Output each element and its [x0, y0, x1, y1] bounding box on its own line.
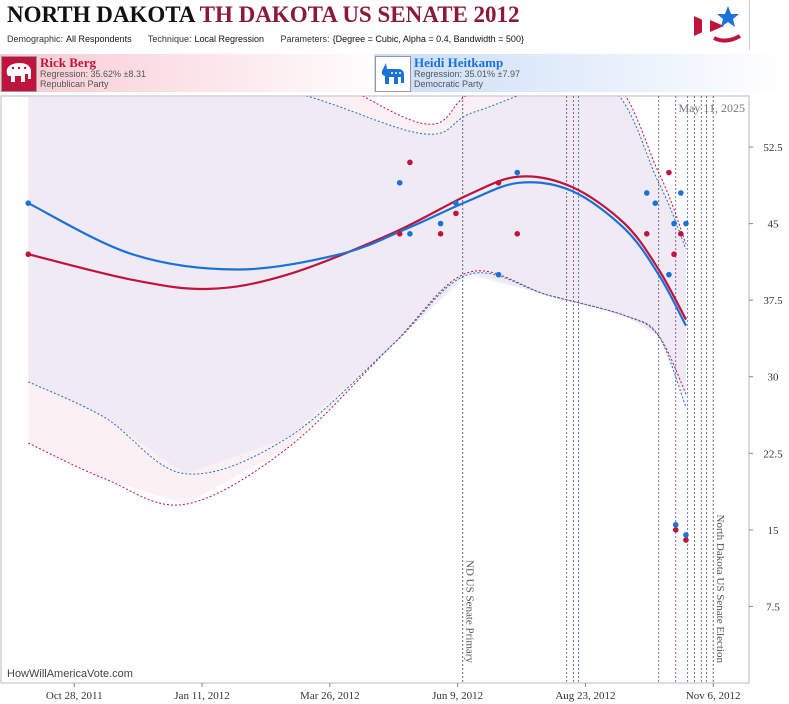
poll-point — [514, 169, 521, 176]
poll-point — [453, 210, 459, 217]
poll-point — [671, 251, 677, 258]
poll-point — [396, 231, 403, 237]
poll-point — [495, 271, 502, 278]
event-label: North Dakota US Senate Election — [714, 515, 726, 664]
plot-area — [0, 95, 750, 684]
page-title: NORTH DAKOTA TH DAKOTA US SENATE 2012 — [7, 2, 520, 28]
candidate-party: Democratic Party — [414, 79, 484, 89]
poll-point — [678, 190, 684, 196]
poll-point — [407, 159, 413, 166]
poll-point — [652, 200, 659, 206]
poll-point — [683, 537, 689, 543]
chart-date-label: May 11, 2025 — [678, 101, 745, 115]
poll-point — [396, 179, 403, 186]
poll-point — [683, 532, 689, 538]
y-tick-label: 15 — [768, 525, 780, 537]
poll-point — [25, 251, 32, 258]
poll-point — [666, 169, 672, 176]
candidate-regression: Regression: 35.01% ±7.97 — [414, 69, 521, 79]
demographic-value: All Respondents — [66, 34, 132, 44]
poll-point — [672, 527, 679, 533]
poll-point — [437, 231, 444, 237]
y-tick-label: 22.5 — [763, 448, 783, 460]
y-tick-label: 52.5 — [763, 142, 783, 154]
state-name: NORTH DAKOTA — [7, 2, 195, 27]
poll-point — [678, 231, 684, 237]
confidence-band-berg — [28, 96, 688, 505]
poll-point — [514, 231, 521, 237]
poll-trend-chart: ND US Senate Primary North Dakota US Sena… — [0, 95, 783, 702]
site-credit: HowWillAmericaVote.com — [7, 668, 133, 680]
poll-point — [643, 231, 650, 237]
technique-value: Local Regression — [194, 34, 265, 44]
x-tick-label: Oct 28, 2011 — [46, 690, 103, 702]
poll-point — [672, 521, 679, 528]
democratic-donkey-icon — [375, 56, 411, 92]
poll-point — [453, 200, 459, 206]
candidate-name: Rick Berg — [40, 55, 96, 70]
x-tick-label: Aug 23, 2012 — [555, 690, 615, 702]
y-tick-label: 37.5 — [763, 295, 783, 307]
candidate-regression: Regression: 35.62% ±8.31 — [40, 69, 147, 79]
poll-point — [437, 220, 444, 227]
trend-line — [27, 181, 687, 327]
event-label: ND US Senate Primary — [464, 560, 476, 663]
site-logo-icon — [694, 6, 741, 43]
candidate-name: Heidi Heitkamp — [414, 55, 504, 70]
header: NORTH DAKOTA TH DAKOTA US SENATE 2012 De… — [0, 0, 750, 50]
candidate-party: Republican Party — [40, 79, 109, 89]
poll-point — [643, 190, 650, 196]
parameters-line: Demographic: All Respondents Technique: Lo… — [7, 34, 538, 44]
parameters-label: Parameters: — [280, 34, 330, 44]
confidence-band-heitkamp — [28, 96, 688, 474]
poll-point — [666, 271, 672, 278]
ci-lower-line — [28, 272, 687, 475]
poll-point — [671, 220, 677, 227]
parameters-value: {Degree = Cubic, Alpha = 0.4, Bandwidth … — [332, 34, 524, 44]
y-tick-label: 7.5 — [766, 601, 780, 613]
y-tick-label: 45 — [768, 219, 780, 231]
x-tick-label: Nov 6, 2012 — [686, 690, 741, 702]
poll-point — [495, 179, 502, 186]
republican-elephant-icon — [1, 56, 37, 92]
candidate-rick-berg: Rick Berg Regression: 35.62% ±8.31 Repub… — [0, 54, 390, 92]
x-tick-label: Mar 26, 2012 — [300, 690, 360, 702]
demographic-label: Demographic: — [7, 34, 64, 44]
trend-line — [28, 175, 687, 321]
technique-label: Technique: — [147, 34, 192, 44]
x-tick-label: Jun 9, 2012 — [432, 690, 483, 702]
x-tick-label: Jan 11, 2012 — [174, 690, 230, 702]
race-name: TH DAKOTA US SENATE 2012 — [199, 2, 520, 27]
candidate-heidi-heitkamp: Heidi Heitkamp Regression: 35.01% ±7.97 … — [374, 54, 789, 92]
y-tick-label: 30 — [768, 372, 780, 384]
poll-point — [25, 200, 32, 206]
poll-point — [407, 231, 413, 237]
poll-point — [683, 220, 689, 227]
